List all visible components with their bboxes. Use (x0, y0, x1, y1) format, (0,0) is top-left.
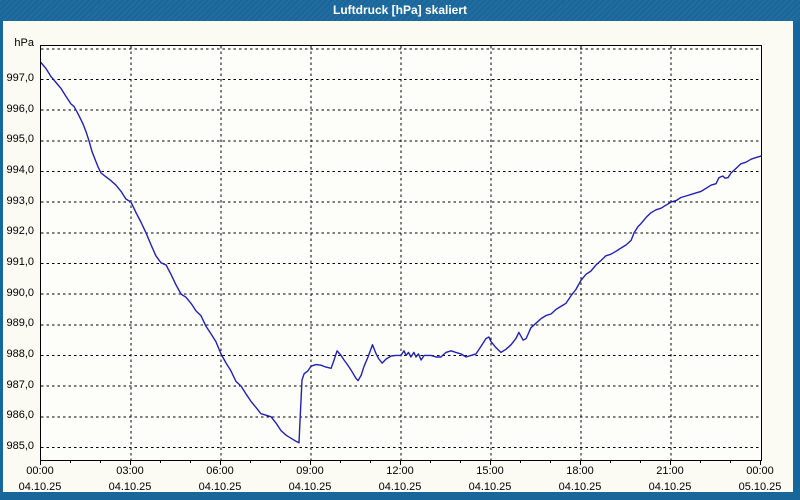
pressure-chart (41, 46, 761, 460)
x-tick-date: 04.10.25 (378, 481, 422, 493)
window-border-left (0, 21, 3, 500)
x-minor-tick (430, 460, 431, 463)
x-minor-tick (640, 460, 641, 463)
x-major-tick (40, 460, 41, 465)
x-tick-date: 04.10.25 (18, 481, 62, 493)
x-minor-tick (340, 460, 341, 463)
x-major-tick (580, 460, 581, 465)
plot-area[interactable] (40, 45, 762, 461)
window-border-bottom (0, 492, 800, 500)
x-tick-date: 05.10.25 (738, 481, 782, 493)
x-tick-date: 04.10.25 (648, 481, 692, 493)
x-minor-tick (280, 460, 281, 463)
x-major-tick (400, 460, 401, 465)
x-tick-time: 18:00 (566, 465, 594, 477)
y-tick-label: 994,0 (6, 164, 34, 176)
x-major-tick (220, 460, 221, 465)
y-tick-label: 990,0 (6, 287, 34, 299)
x-tick-date: 04.10.25 (108, 481, 152, 493)
x-major-tick (130, 460, 131, 465)
y-tick-label: 986,0 (6, 409, 34, 421)
x-tick-date: 04.10.25 (198, 481, 242, 493)
x-tick-date: 04.10.25 (558, 481, 602, 493)
x-tick-time: 03:00 (116, 465, 144, 477)
x-major-tick (490, 460, 491, 465)
x-tick-label: 12:00 04.10.25 (379, 463, 422, 495)
y-tick-label: 987,0 (6, 379, 34, 391)
x-tick-date: 04.10.25 (468, 481, 512, 493)
x-tick-label: 15:00 04.10.25 (469, 463, 512, 495)
x-tick-label: 00:00 04.10.25 (19, 463, 62, 495)
y-tick-label: 985,0 (6, 440, 34, 452)
x-tick-label: 21:00 04.10.25 (649, 463, 692, 495)
x-minor-tick (730, 460, 731, 463)
pressure-line (41, 61, 761, 444)
y-tick-label: 995,0 (6, 133, 34, 145)
x-tick-label: 09:00 04.10.25 (289, 463, 332, 495)
x-tick-time: 00:00 (26, 465, 54, 477)
y-tick-label: 991,0 (6, 256, 34, 268)
x-major-tick (760, 460, 761, 465)
x-tick-label: 06:00 04.10.25 (199, 463, 242, 495)
y-axis-unit-label: hPa (14, 37, 34, 49)
window-border-right (793, 21, 800, 500)
x-tick-time: 15:00 (476, 465, 504, 477)
window-title: Luftdruck [hPa] skaliert (332, 3, 468, 17)
x-minor-tick (520, 460, 521, 463)
y-tick-label: 989,0 (6, 317, 34, 329)
x-tick-time: 21:00 (656, 465, 684, 477)
x-minor-tick (190, 460, 191, 463)
x-tick-date: 04.10.25 (288, 481, 332, 493)
x-minor-tick (370, 460, 371, 463)
x-minor-tick (550, 460, 551, 463)
y-tick-label: 996,0 (6, 103, 34, 115)
x-tick-label: 03:00 04.10.25 (109, 463, 152, 495)
x-minor-tick (700, 460, 701, 463)
grid-lines (41, 46, 761, 460)
x-minor-tick (250, 460, 251, 463)
y-tick-label: 992,0 (6, 225, 34, 237)
x-tick-label: 00:00 05.10.25 (739, 463, 782, 495)
x-tick-time: 06:00 (206, 465, 234, 477)
x-minor-tick (460, 460, 461, 463)
x-minor-tick (610, 460, 611, 463)
x-tick-time: 12:00 (386, 465, 414, 477)
x-major-tick (670, 460, 671, 465)
x-minor-tick (160, 460, 161, 463)
y-tick-label: 997,0 (6, 72, 34, 84)
x-tick-label: 18:00 04.10.25 (559, 463, 602, 495)
window-titlebar[interactable]: Luftdruck [hPa] skaliert (0, 0, 800, 21)
x-tick-time: 09:00 (296, 465, 324, 477)
x-tick-time: 00:00 (746, 465, 774, 477)
y-tick-label: 993,0 (6, 195, 34, 207)
y-tick-label: 988,0 (6, 348, 34, 360)
x-minor-tick (100, 460, 101, 463)
x-major-tick (310, 460, 311, 465)
x-minor-tick (70, 460, 71, 463)
